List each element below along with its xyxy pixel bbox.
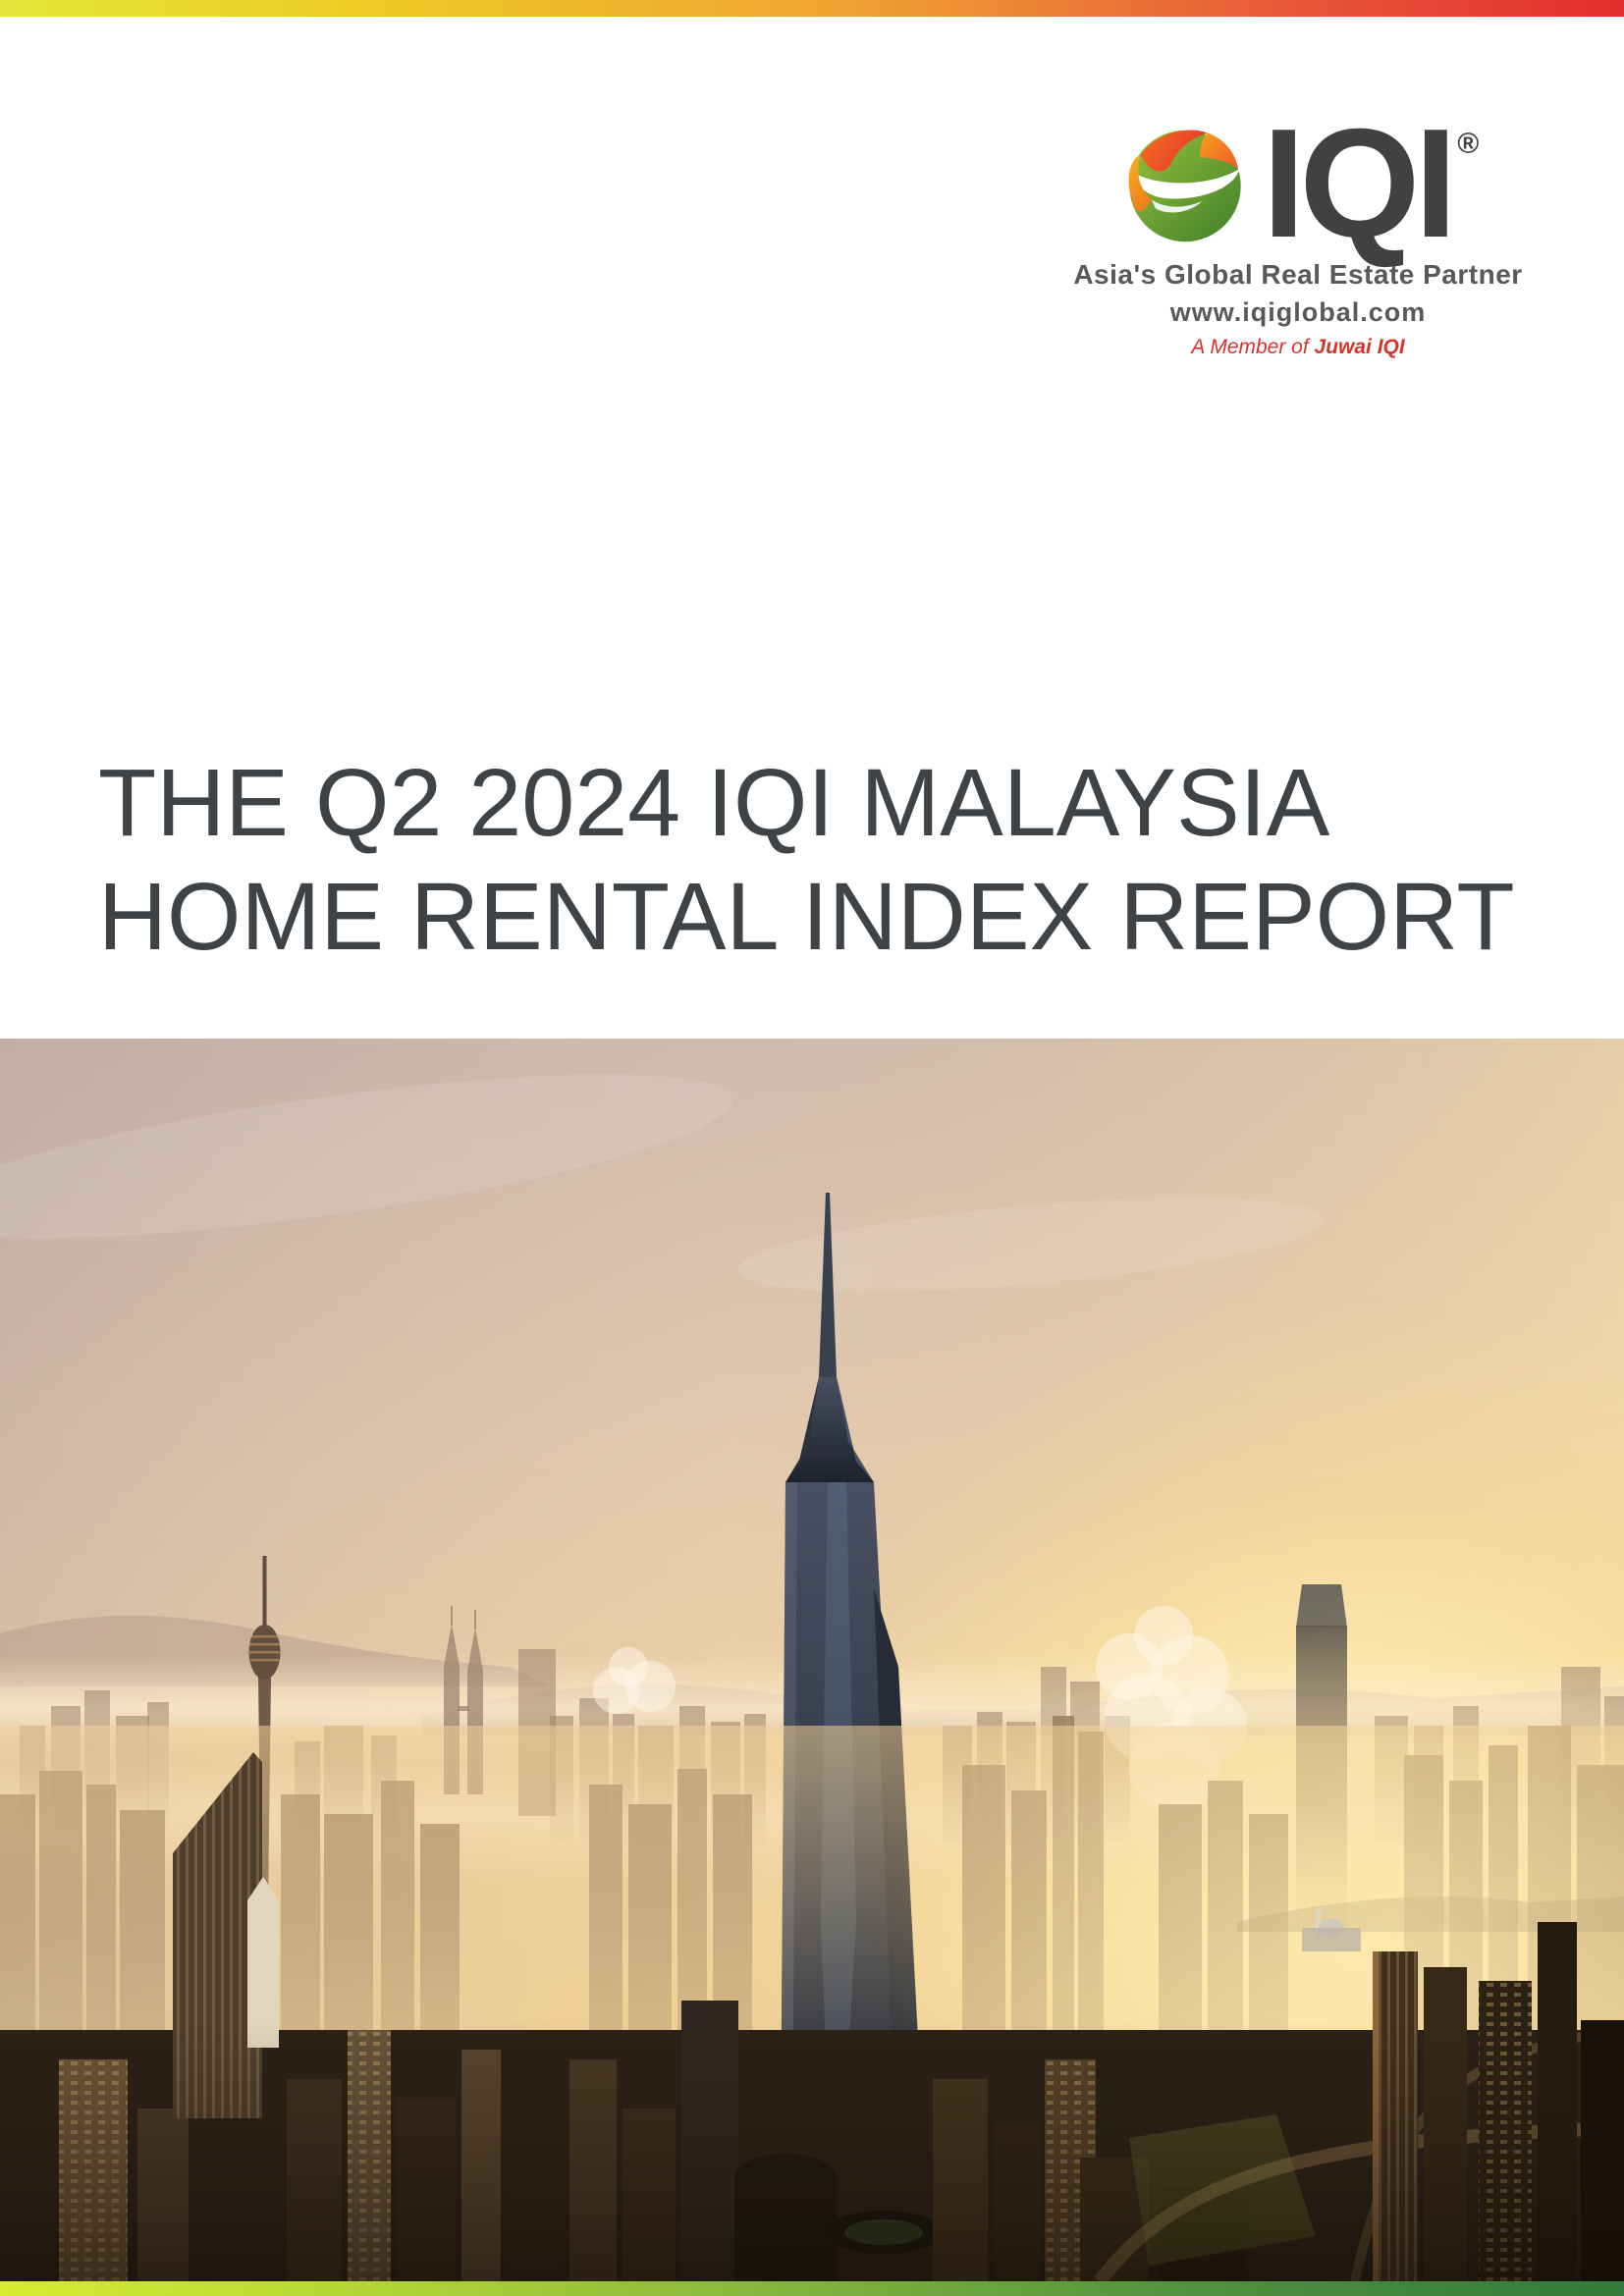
report-title: THE Q2 2024 IQI MALAYSIA HOME RENTAL IND… (98, 746, 1571, 974)
bottom-gradient-bar (0, 2281, 1624, 2296)
membership-prefix: A Member of (1191, 336, 1315, 358)
registered-trademark: ® (1457, 128, 1480, 160)
report-title-line1: THE Q2 2024 IQI MALAYSIA (98, 749, 1330, 856)
brand-tagline: Asia's Global Real Estate Partner (1073, 259, 1523, 290)
membership-line: A Member of Juwai IQI (1070, 336, 1526, 359)
top-gradient-bar (0, 0, 1624, 17)
cover-photo-kl-skyline (0, 1039, 1624, 2281)
brand-block: IQI ® Asia's Global Real Estate Partner … (1070, 97, 1526, 359)
iqi-logo-text: IQI (1262, 97, 1458, 270)
membership-brand: Juwai IQI (1314, 336, 1405, 358)
mosque-minaret (1316, 1908, 1321, 1942)
report-title-line2: HOME RENTAL INDEX REPORT (98, 863, 1515, 970)
logo-row: IQI ® (1070, 97, 1526, 270)
cloud-streak (0, 1074, 732, 1239)
brand-website: www.iqiglobal.com (1169, 297, 1427, 327)
iqi-globe-icon (1128, 130, 1241, 242)
